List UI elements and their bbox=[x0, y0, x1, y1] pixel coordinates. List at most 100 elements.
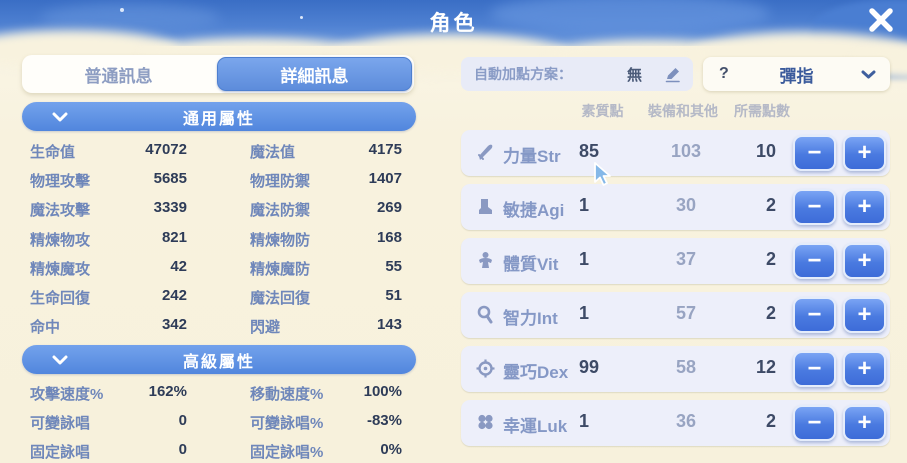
help-button[interactable]: ? bbox=[719, 65, 729, 82]
general-stats-table: 生命值 47072 魔法值 4175 物理攻擊 5685 物理防禦 1407 魔法攻擊 333… bbox=[22, 137, 416, 341]
auto-assign-label: 自動加點方案： bbox=[474, 66, 572, 82]
stat-value: 5685 bbox=[153, 170, 187, 188]
stat-value: 42 bbox=[170, 257, 187, 275]
attribute-cost-value: 2 bbox=[765, 249, 776, 269]
stat-value: 0% bbox=[380, 441, 402, 459]
stat-label: 閃避 bbox=[250, 319, 281, 337]
stat-label: 移動速度% bbox=[250, 386, 324, 403]
attribute-base-value: 99 bbox=[579, 357, 600, 377]
stat-value: 168 bbox=[376, 228, 402, 246]
clover-icon bbox=[476, 413, 495, 437]
attribute-equip-value: 58 bbox=[675, 357, 697, 377]
column-header-equip: 裝備和其他 bbox=[648, 103, 718, 119]
tab-general-info[interactable]: 普通訊息 bbox=[22, 55, 215, 93]
plus-button[interactable]: + bbox=[843, 351, 886, 387]
stat-label: 魔法攻擊 bbox=[30, 202, 91, 220]
stat-table-row: 攻擊速度% 162% 移動速度% 100% bbox=[22, 379, 416, 408]
minus-button[interactable]: − bbox=[793, 405, 836, 441]
plus-button[interactable]: + bbox=[843, 297, 886, 333]
stat-value: 100% bbox=[363, 383, 402, 400]
stat-label: 生命值 bbox=[30, 144, 76, 161]
attribute-row-luk: 幸運Luk 1 36 2 − + bbox=[461, 400, 890, 446]
pencil-icon bbox=[664, 66, 681, 83]
stat-label: 魔法防禦 bbox=[250, 202, 311, 220]
stat-label: 物理攻擊 bbox=[30, 173, 91, 191]
stat-label: 可變詠唱 bbox=[30, 415, 91, 433]
preset-panel: ? 彈指 bbox=[703, 57, 890, 91]
advanced-stats-table: 攻擊速度% 162% 移動速度% 100% 可變詠唱 0 可變詠唱% -83% 固定詠唱 0 固… bbox=[22, 379, 416, 463]
stat-value: 0 bbox=[178, 441, 187, 459]
star-decoration bbox=[120, 8, 124, 12]
close-icon bbox=[868, 7, 894, 33]
boot-icon bbox=[476, 197, 495, 221]
magnifier-icon bbox=[476, 305, 495, 329]
stat-value: 1407 bbox=[368, 170, 402, 188]
stat-value: 3339 bbox=[153, 199, 187, 217]
stat-value: 47072 bbox=[145, 141, 187, 158]
plus-button[interactable]: + bbox=[843, 135, 886, 171]
attribute-name: 力量Str bbox=[503, 147, 561, 166]
attribute-name: 敏捷Agi bbox=[503, 201, 565, 220]
stat-label: 精煉魔攻 bbox=[30, 260, 91, 278]
attribute-name: 體質Vit bbox=[503, 255, 559, 274]
stat-label: 精煉物防 bbox=[250, 231, 311, 249]
attribute-row-int: 智力Int 1 57 2 − + bbox=[461, 292, 890, 338]
sword-icon bbox=[476, 143, 495, 167]
chevron-down-icon bbox=[861, 70, 876, 79]
stat-label: 可變詠唱% bbox=[250, 415, 324, 433]
stat-table-row: 精煉物攻 821 精煉物防 168 bbox=[22, 225, 416, 254]
attribute-base-value: 1 bbox=[579, 303, 590, 323]
stat-value: -83% bbox=[366, 412, 402, 430]
mouse-cursor bbox=[592, 162, 614, 193]
edit-plan-button[interactable] bbox=[664, 66, 681, 83]
minus-button[interactable]: − bbox=[793, 243, 836, 279]
stat-table-row: 命中 342 閃避 143 bbox=[22, 312, 416, 341]
attribute-cost-value: 2 bbox=[765, 411, 776, 431]
attribute-base-value: 1 bbox=[579, 249, 590, 269]
tab-detailed-info[interactable]: 詳細訊息 bbox=[217, 57, 412, 91]
stat-label: 固定詠唱% bbox=[250, 444, 324, 462]
stat-label: 攻擊速度% bbox=[30, 386, 104, 403]
stat-table-row: 固定詠唱 0 固定詠唱% 0% bbox=[22, 437, 416, 463]
attribute-row-vit: 體質Vit 1 37 2 − + bbox=[461, 238, 890, 284]
minus-button[interactable]: − bbox=[793, 351, 836, 387]
section-header-general[interactable]: 通用屬性 bbox=[22, 102, 416, 131]
tab-label: 普通訊息 bbox=[84, 66, 153, 86]
stat-table-row: 可變詠唱 0 可變詠唱% -83% bbox=[22, 408, 416, 437]
stat-value: 162% bbox=[148, 383, 187, 400]
chevron-down-icon bbox=[52, 355, 68, 365]
stat-value: 4175 bbox=[368, 141, 402, 158]
plus-button[interactable]: + bbox=[843, 189, 886, 225]
minus-button[interactable]: − bbox=[793, 135, 836, 171]
section-header-advanced[interactable]: 高級屬性 bbox=[22, 345, 416, 374]
stat-value: 55 bbox=[385, 257, 402, 275]
plus-button[interactable]: + bbox=[843, 243, 886, 279]
attribute-base-value: 85 bbox=[579, 141, 600, 161]
target-icon bbox=[476, 359, 495, 383]
attribute-cost-value: 12 bbox=[755, 357, 776, 377]
attribute-base-value: 1 bbox=[579, 195, 590, 215]
attribute-equip-value: 57 bbox=[675, 303, 697, 323]
stat-table-row: 生命值 47072 魔法值 4175 bbox=[22, 137, 416, 166]
stat-label: 魔法值 bbox=[250, 144, 296, 161]
stat-value: 342 bbox=[161, 316, 187, 334]
stat-value: 242 bbox=[161, 286, 187, 304]
attribute-equip-value: 37 bbox=[675, 249, 697, 269]
attribute-equip-value: 36 bbox=[675, 411, 697, 431]
close-button[interactable] bbox=[863, 2, 899, 38]
stat-label: 物理防禦 bbox=[250, 173, 311, 191]
attribute-cost-value: 2 bbox=[765, 303, 776, 323]
stat-value: 821 bbox=[161, 228, 187, 246]
minus-button[interactable]: − bbox=[793, 297, 836, 333]
stat-table-row: 精煉魔攻 42 精煉魔防 55 bbox=[22, 254, 416, 283]
column-header-cost: 所需點數 bbox=[734, 103, 790, 119]
minus-button[interactable]: − bbox=[793, 189, 836, 225]
preset-dropdown-button[interactable] bbox=[861, 70, 876, 79]
info-tabbar: 普通訊息 詳細訊息 bbox=[22, 55, 414, 93]
cloud-decoration bbox=[490, 0, 770, 34]
section-title: 通用屬性 bbox=[182, 110, 255, 128]
attribute-row-str: 力量Str 85 103 10 − + bbox=[461, 130, 890, 176]
stat-value: 51 bbox=[385, 286, 402, 304]
plus-button[interactable]: + bbox=[843, 405, 886, 441]
